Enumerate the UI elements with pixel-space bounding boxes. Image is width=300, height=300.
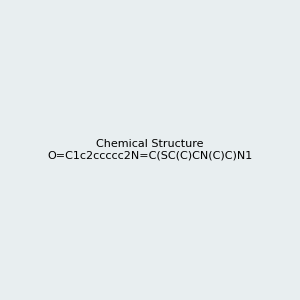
Text: Chemical Structure
O=C1c2ccccc2N=C(SC(C)CN(C)C)N1: Chemical Structure O=C1c2ccccc2N=C(SC(C)…: [47, 139, 253, 161]
